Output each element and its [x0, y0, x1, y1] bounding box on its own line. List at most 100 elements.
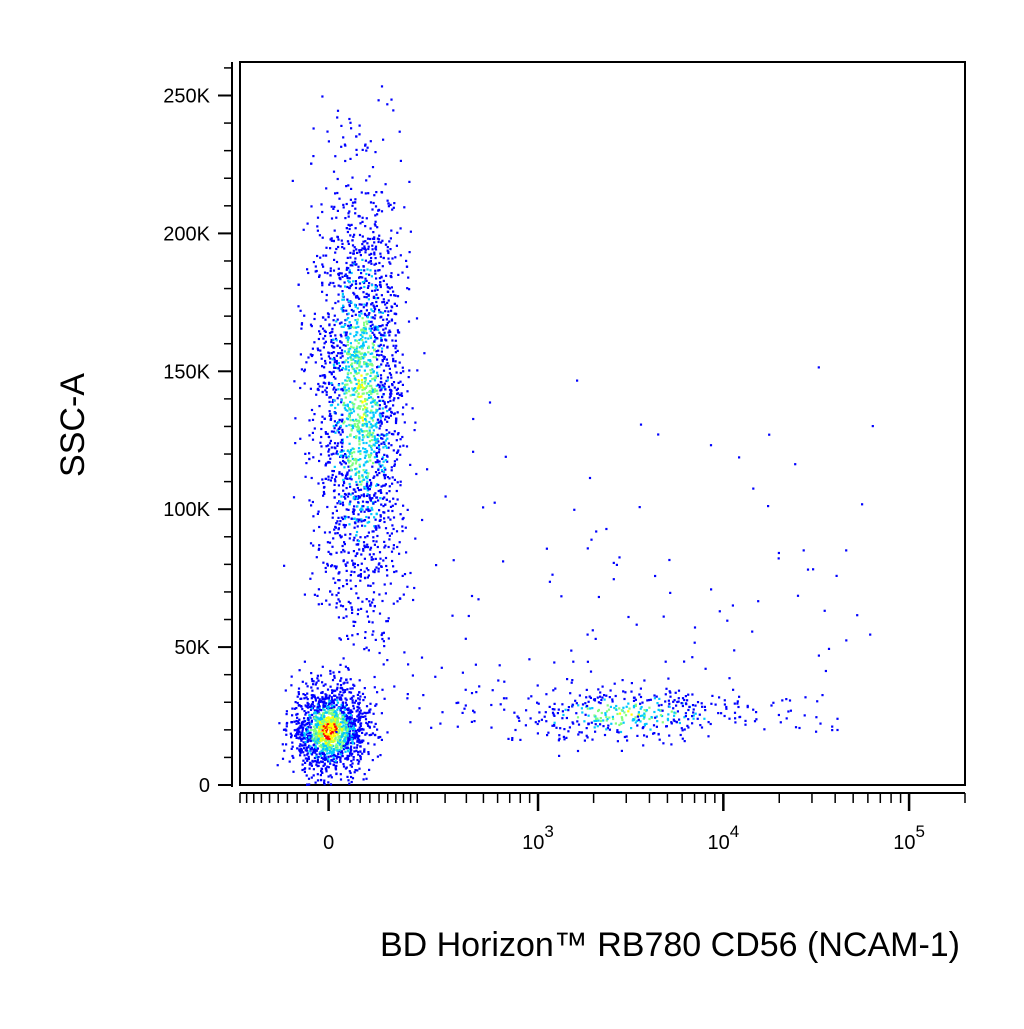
data-point [345, 368, 348, 371]
data-point [406, 697, 409, 700]
data-point [304, 761, 307, 764]
data-point [692, 708, 695, 711]
data-point [342, 325, 345, 328]
data-point [314, 719, 317, 722]
data-point [370, 721, 373, 724]
data-point [322, 718, 325, 721]
data-point [524, 724, 527, 727]
data-point [348, 269, 351, 272]
data-point [382, 473, 386, 476]
data-point [343, 727, 346, 730]
data-point [380, 275, 383, 278]
data-point [824, 669, 827, 673]
data-point [356, 307, 359, 310]
data-point [348, 353, 352, 356]
data-point [348, 469, 351, 472]
data-point [553, 724, 556, 727]
data-point [346, 405, 349, 408]
data-point [347, 458, 350, 461]
data-point [294, 701, 297, 704]
data-point [393, 570, 396, 574]
data-point [389, 505, 393, 508]
data-point [322, 738, 326, 741]
data-point [355, 148, 358, 151]
data-point [371, 732, 374, 735]
data-point [350, 696, 354, 699]
data-point [351, 314, 354, 317]
data-point [309, 705, 312, 708]
data-point [330, 239, 333, 242]
data-point [332, 375, 336, 379]
data-point [334, 714, 337, 717]
data-point [346, 275, 349, 278]
data-point [653, 697, 656, 700]
data-point [372, 201, 375, 205]
data-point [358, 369, 361, 372]
data-point [346, 379, 349, 382]
data-point [362, 541, 366, 544]
data-point [326, 688, 330, 691]
data-point [353, 536, 356, 539]
data-point [677, 697, 680, 700]
data-point [373, 305, 376, 309]
data-point [302, 726, 305, 729]
data-point [397, 397, 400, 400]
data-point [662, 615, 665, 618]
data-point [372, 582, 375, 585]
data-point [367, 337, 370, 340]
data-point [383, 583, 386, 586]
data-point [335, 565, 338, 568]
data-point [349, 324, 352, 327]
data-point [339, 778, 343, 781]
data-point [323, 709, 326, 712]
data-point [384, 592, 387, 595]
data-point [335, 688, 339, 691]
data-point [755, 711, 758, 714]
data-point [326, 564, 329, 567]
data-point [315, 763, 318, 766]
data-point [350, 738, 353, 741]
data-point [348, 416, 351, 419]
data-point [373, 733, 377, 736]
data-point [384, 418, 387, 421]
data-point [316, 512, 319, 515]
data-point [392, 344, 395, 347]
data-point [362, 291, 365, 294]
data-point [351, 201, 355, 204]
data-point [327, 725, 331, 728]
data-point [286, 721, 289, 725]
data-point [385, 318, 388, 321]
data-point [349, 256, 352, 259]
data-point [382, 441, 385, 444]
data-point [333, 427, 336, 430]
data-point [373, 251, 376, 254]
data-point [327, 697, 330, 700]
data-point [343, 407, 346, 410]
data-point [355, 460, 358, 463]
data-point [605, 527, 608, 531]
data-point [338, 579, 341, 582]
data-point [304, 742, 307, 746]
data-point [316, 779, 320, 782]
data-point [871, 425, 874, 428]
data-point [347, 317, 350, 320]
data-point [342, 305, 345, 308]
data-point [380, 85, 384, 88]
data-point [342, 449, 345, 452]
data-point [325, 445, 328, 448]
data-point [339, 352, 342, 355]
data-point [306, 740, 309, 743]
data-point [361, 524, 364, 527]
data-point [340, 751, 343, 754]
data-point [300, 368, 303, 371]
data-point [369, 201, 373, 204]
data-point [336, 532, 339, 535]
data-point [555, 726, 558, 729]
data-point [318, 718, 322, 721]
data-point [352, 235, 355, 238]
data-point [349, 379, 352, 382]
data-point [367, 751, 370, 754]
data-point [361, 434, 364, 437]
data-point [380, 503, 383, 506]
data-point [317, 705, 320, 708]
